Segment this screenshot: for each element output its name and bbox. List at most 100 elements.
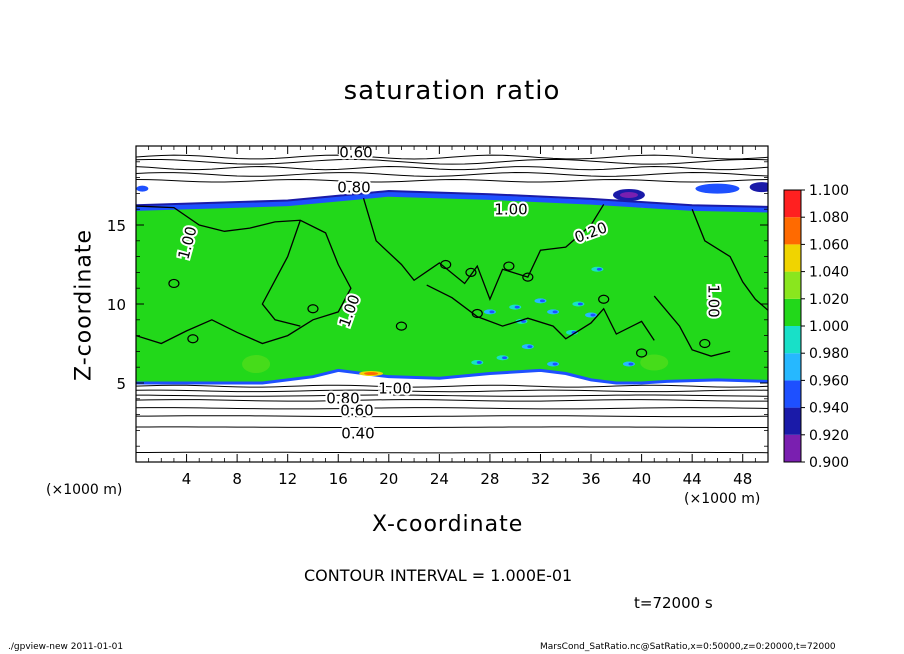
contour-line-lower [136,426,768,429]
contour-line-upper [136,178,768,183]
contour-line-upper [136,166,768,171]
upper-blob-2 [695,183,740,194]
contour-label: 1.00 [494,201,527,219]
fringe-patch-core [552,362,558,366]
colorbar-segment [784,190,801,218]
fringe-patch-core [521,319,527,323]
footer-right: MarsCond_SatRatio.nc@SatRatio,x=0:50000,… [540,642,836,652]
contour-label: 0.40 [341,425,374,443]
x-axis-label: X-coordinate [372,512,524,537]
colorbar-label: 0.960 [809,373,849,389]
contour-line-upper [136,154,768,160]
contour-loop [168,278,180,289]
contour-loop [440,259,452,270]
contour-line-lower [136,399,768,402]
colorbar-segment [784,380,801,408]
colorbar-label: 1.060 [809,237,849,253]
supersaturated-band [136,194,768,383]
colorbar-segment [784,326,801,354]
contour-lines [136,154,768,454]
contour-line-one [653,295,731,357]
upper-blob-4 [136,185,149,192]
x-tick-label: 16 [329,470,348,488]
contour-loop [522,272,534,282]
contour-label: 0.80 [337,179,370,197]
colorbar-label: 1.100 [809,183,849,199]
fringe-patch-core [596,267,602,271]
colorbar-label: 0.940 [809,401,849,417]
contour-loop [465,267,477,277]
colorbar-label: 1.040 [809,265,849,281]
x-tick-label: 4 [182,470,192,488]
x-tick-label: 28 [480,470,499,488]
y-tick-label: 15 [107,217,126,235]
contour-loop [503,261,515,271]
contour-loop [307,304,319,314]
contour-loop [471,308,483,319]
chart-title: saturation ratio [343,76,561,106]
contour-line-lower [136,384,768,388]
y-axis-label: Z-coordinate [71,229,97,381]
contour-interval: CONTOUR INTERVAL = 1.000E-01 [304,566,573,585]
colorbar-label: 1.080 [809,210,849,226]
saturation-field [136,182,768,385]
contour-loop [635,348,648,358]
contour-label: 0.60 [340,402,373,420]
contour-loop [187,334,199,344]
x-axis: 4 8 12 16 20 24 28 32 36 40 44 48 [148,146,756,488]
colorbar-segment [784,244,801,272]
fringe-patch-core [502,356,508,360]
fringe-patch-core [577,302,583,306]
fringe-patch-core [514,305,520,309]
colorbar-label: 0.980 [809,346,849,362]
y-tick-label: 5 [116,375,126,393]
colorbar-segment [784,298,801,326]
x-tick-label: 8 [232,470,242,488]
colorbar-segment [784,407,801,435]
fringe-patch-core [489,310,495,314]
colorbar-label: 0.900 [809,455,849,471]
fringe-patch-core [476,361,482,364]
high-spot-core [364,372,379,376]
contour-line-one [426,284,655,341]
x-tick-label: 20 [379,470,398,488]
x-tick-label: 32 [531,470,550,488]
upper-fringe [136,191,768,213]
x-tick-label: 44 [683,470,702,488]
colorbar-label: 1.020 [809,292,849,308]
colorbar-segment [784,434,801,462]
upper-fringe-dark [136,190,768,208]
contour-line-upper [136,172,768,177]
x-tick-label: 40 [632,470,651,488]
colorbar-label: 0.920 [809,428,849,444]
contour-line-lower [136,389,768,393]
soft-highlight [640,354,669,371]
x-tick-label: 36 [581,470,600,488]
fringe-patch-core [628,362,634,366]
colorbar-label: 1.000 [809,319,849,335]
contour-label: 0.80 [326,390,359,408]
contour-loop [699,338,711,349]
x-tick-label: 48 [733,470,752,488]
x-tick-label: 24 [430,470,449,488]
contour-line-one [691,208,768,311]
colorbar: 0.900 0.920 0.940 0.960 0.980 1.000 1.020 1.040… [783,183,849,471]
fringe-patch-core [590,313,596,317]
z-unit-label: (×1000 m) [46,482,123,498]
contour-label: 1.00 [378,380,411,398]
contour-line-lower [136,451,768,454]
contour-line-one [261,220,301,327]
contour-line-one [362,197,605,302]
y-tick-label: 10 [107,296,126,314]
y-axis: 5 10 15 [107,161,768,447]
contour-line-lower [136,394,768,397]
lower-fringe [136,368,768,385]
contour-line-upper [136,158,768,165]
contour-label: 0.60 [339,144,372,162]
contour-line-one [136,205,352,345]
footer-left: ./gpview-new 2011-01-01 [8,642,124,652]
fringe-patch-core [527,345,533,349]
colorbar-segment [784,217,801,245]
contour-line-lower [136,407,768,410]
